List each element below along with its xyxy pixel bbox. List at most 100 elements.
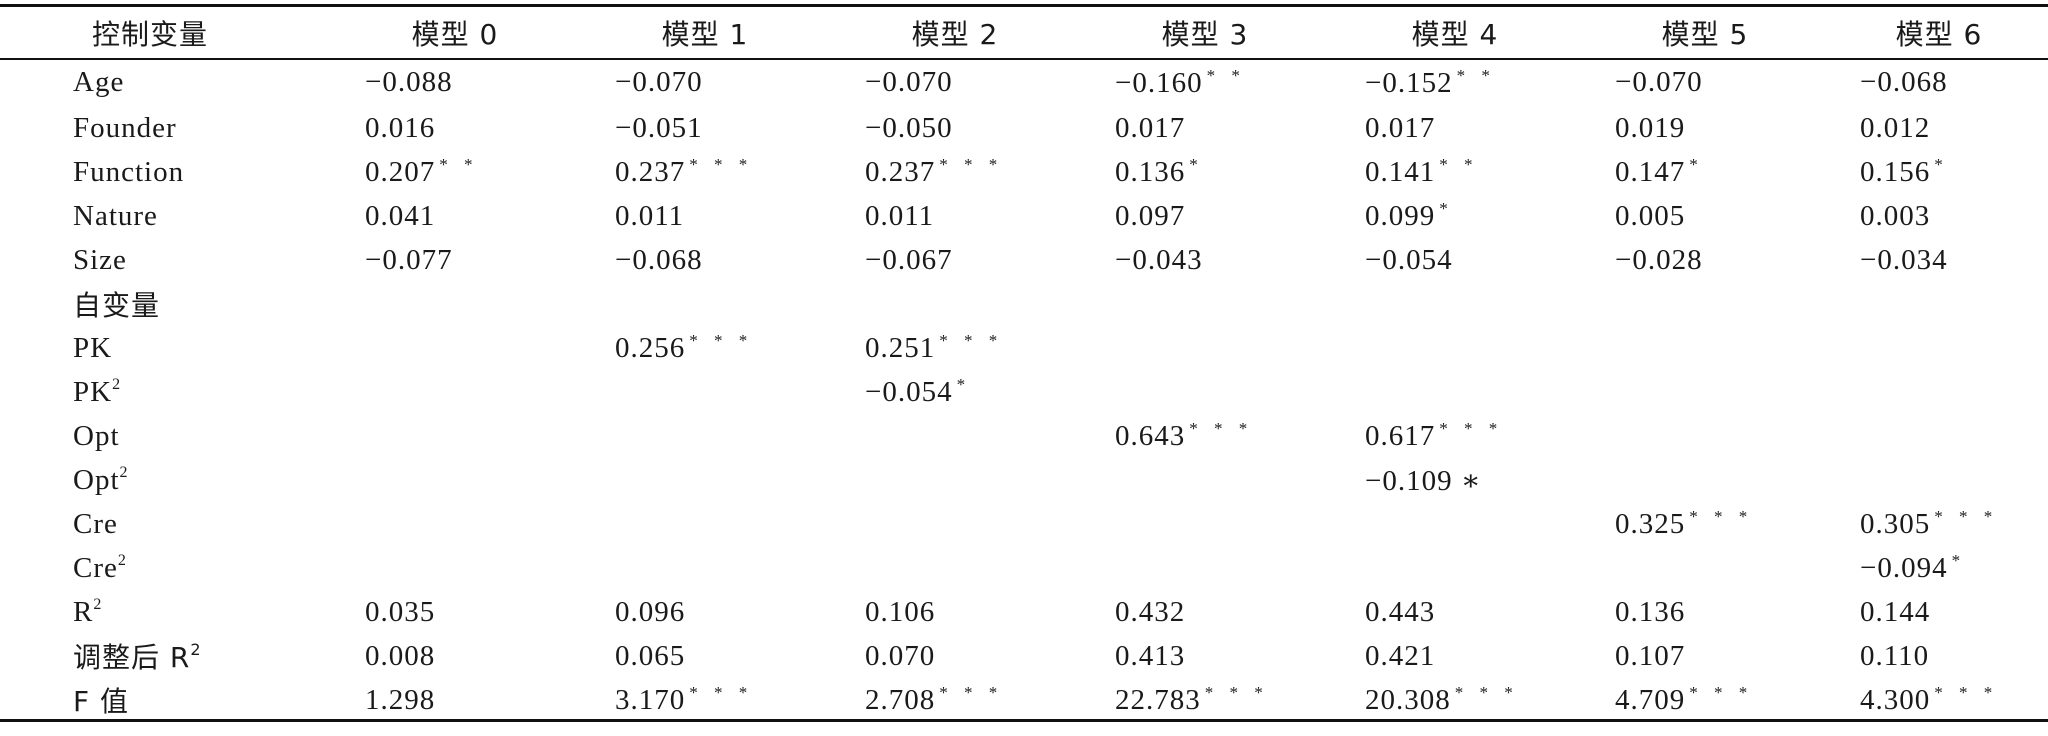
significance-stars: * * * <box>689 155 754 174</box>
row-label-text: Cre <box>73 507 118 540</box>
row-label-text: PK <box>73 375 113 408</box>
table-cell <box>1580 282 1830 326</box>
table-row: F 值 1.298 3.170 * * * 2.708 * * * 22.783 * * * 2… <box>0 678 2048 722</box>
cell-value: 0.617 <box>1365 420 1436 452</box>
table-cell <box>830 282 1080 326</box>
row-label-text: 调整后 R <box>73 641 191 674</box>
table-cell <box>1580 326 1830 370</box>
column-header-model-6: 模型 6 <box>1895 18 1983 51</box>
significance-stars: * * * <box>689 683 754 702</box>
cell-value: 0.005 <box>1615 199 1686 232</box>
row-label-superscript: 2 <box>190 640 201 659</box>
table-cell: 1.298 <box>330 678 580 722</box>
cell-value: 0.017 <box>1365 111 1436 144</box>
table-row: R2 0.035 0.096 0.106 0.432 0.443 0.136 0.144 <box>0 590 2048 634</box>
row-label: R2 <box>0 590 330 634</box>
column-header-model-4: 模型 4 <box>1411 18 1499 51</box>
row-label-text: Opt <box>73 419 120 452</box>
table-cell: −0.051 <box>580 106 830 150</box>
cell-value: 2.708 <box>865 684 936 716</box>
table-cell: 0.207 * * <box>330 150 580 194</box>
table-cell: −0.050 <box>830 106 1080 150</box>
cell-value: 0.413 <box>1115 639 1186 672</box>
significance-stars: * * * <box>1689 683 1754 702</box>
cell-value: 0.035 <box>365 595 436 628</box>
significance-stars: * <box>956 375 972 394</box>
table-cell: 0.617 * * * <box>1330 414 1580 458</box>
cell-value: 0.136 <box>1115 156 1186 188</box>
table-cell: 0.443 <box>1330 590 1580 634</box>
row-label-text: Nature <box>73 199 158 232</box>
table-cell <box>580 546 830 590</box>
table-cell <box>1580 546 1830 590</box>
table-bottom-rule <box>0 719 2048 722</box>
table-cell: 0.017 <box>1080 106 1330 150</box>
column-header-model-5: 模型 5 <box>1661 18 1749 51</box>
cell-value: 0.325 <box>1615 508 1686 540</box>
cell-value: −0.094 <box>1860 552 1948 584</box>
cell-value: 0.251 <box>865 332 936 364</box>
table-row: Function 0.207 * * 0.237 * * * 0.237 * * * 0.13… <box>0 150 2048 194</box>
table-cell: 0.065 <box>580 634 830 678</box>
table-row: Size −0.077 −0.068 −0.067 −0.043 −0.054 −0.028… <box>0 238 2048 282</box>
cell-value: 4.300 <box>1860 684 1931 716</box>
table-cell <box>330 282 580 326</box>
table-cell: 0.237 * * * <box>580 150 830 194</box>
table-cell: 0.012 <box>1830 106 2048 150</box>
table-cell <box>580 458 830 502</box>
table-cell: 0.147 * <box>1580 150 1830 194</box>
row-label: Opt <box>0 414 330 458</box>
table-cell <box>830 546 1080 590</box>
row-label-text: Size <box>73 243 127 276</box>
cell-value: 0.096 <box>615 595 686 628</box>
cell-value: 0.237 <box>865 156 936 188</box>
row-label: 调整后 R2 <box>0 634 330 678</box>
table-cell: 0.251 * * * <box>830 326 1080 370</box>
significance-stars: * * <box>1206 65 1246 85</box>
cell-value: −0.068 <box>615 243 703 276</box>
table-cell: 0.256 * * * <box>580 326 830 370</box>
table-cell: 22.783 * * * <box>1080 678 1330 722</box>
cell-value: 0.097 <box>1115 199 1186 232</box>
table-cell: 0.096 <box>580 590 830 634</box>
table-row: 自变量 <box>0 282 2048 326</box>
row-label-text: PK <box>73 331 113 364</box>
cell-value: 0.107 <box>1615 639 1686 672</box>
table-cell: −0.070 <box>580 59 830 106</box>
table-cell: 0.643 * * * <box>1080 414 1330 458</box>
cell-value: 0.011 <box>615 199 685 232</box>
table-cell: −0.068 <box>1830 59 2048 106</box>
significance-stars: * * <box>439 155 479 174</box>
significance-stars: * * * <box>1934 507 1999 526</box>
significance-stars: * * * <box>1454 683 1519 702</box>
table-cell <box>1830 282 2048 326</box>
table-cell: 0.432 <box>1080 590 1330 634</box>
significance-stars: * * * <box>939 683 1004 702</box>
table-cell <box>1080 282 1330 326</box>
cell-value: 20.308 <box>1365 684 1451 716</box>
table-row: Age −0.088 −0.070 −0.070 −0.160 * * −0.152 * * −… <box>0 59 2048 106</box>
table-cell: 0.016 <box>330 106 580 150</box>
table-cell: −0.094 * <box>1830 546 2048 590</box>
cell-value: 0.156 <box>1860 156 1931 188</box>
table-cell: −0.028 <box>1580 238 1830 282</box>
column-header-model-3: 模型 3 <box>1161 18 1249 51</box>
row-label-text: F 值 <box>73 685 130 718</box>
cell-value: 0.003 <box>1860 199 1931 232</box>
cell-value: 0.041 <box>365 199 436 232</box>
cell-value: 1.298 <box>365 683 436 716</box>
table-cell <box>1080 502 1330 546</box>
table-cell <box>1330 370 1580 414</box>
table-cell: −0.088 <box>330 59 580 106</box>
table-cell: −0.043 <box>1080 238 1330 282</box>
cell-value: 0.070 <box>865 639 936 672</box>
table-cell <box>1330 326 1580 370</box>
cell-value: 0.147 <box>1615 156 1686 188</box>
table-cell: 0.011 <box>830 194 1080 238</box>
cell-value: 0.110 <box>1860 639 1930 672</box>
column-header-model-2: 模型 2 <box>911 18 999 51</box>
table-row: Founder 0.016 −0.051 −0.050 0.017 0.017 0.019 0… <box>0 106 2048 150</box>
table-row: Cre2 −0.094 * <box>0 546 2048 590</box>
table-cell <box>330 414 580 458</box>
table-header-row: 控制变量 模型 0 模型 1 模型 2 模型 3 模型 4 模型 5 模型 6 <box>0 7 2048 59</box>
